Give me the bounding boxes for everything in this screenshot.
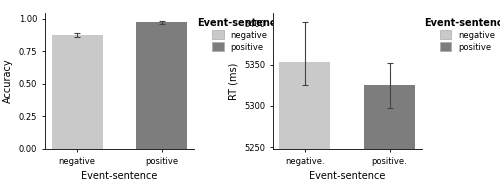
Y-axis label: RT (ms): RT (ms) <box>228 62 238 100</box>
Bar <box>52 35 102 149</box>
X-axis label: Event-sentence: Event-sentence <box>82 171 158 181</box>
Bar <box>364 85 415 191</box>
Bar <box>280 62 330 191</box>
Bar <box>136 23 188 149</box>
Legend: negative, positive: negative, positive <box>424 18 500 52</box>
Legend: negative, positive: negative, positive <box>197 18 282 52</box>
Y-axis label: Accuracy: Accuracy <box>4 59 14 104</box>
X-axis label: Event-sentence: Event-sentence <box>309 171 386 181</box>
